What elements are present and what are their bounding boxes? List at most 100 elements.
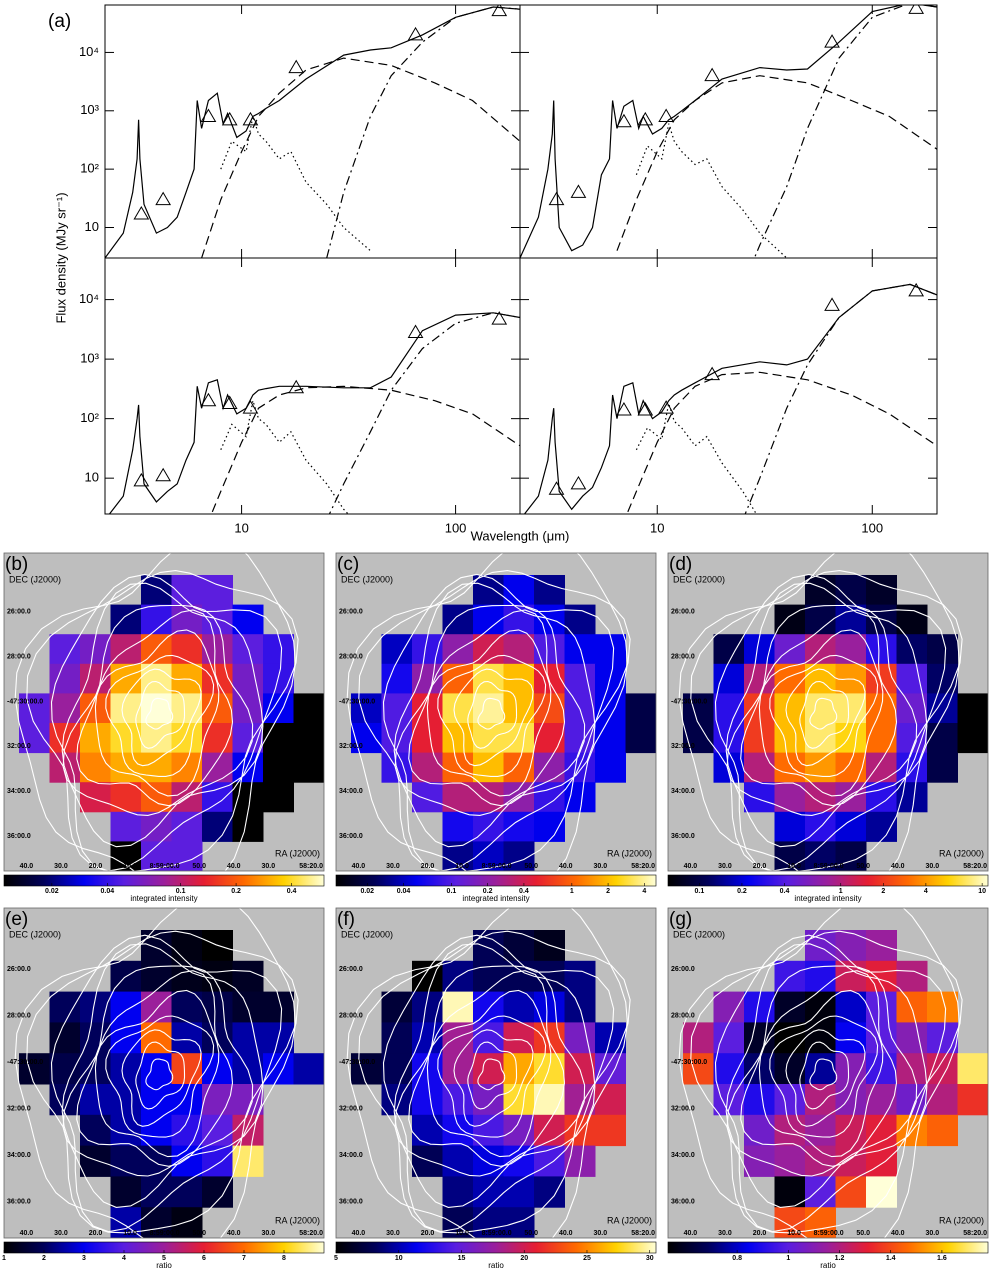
contour [809,697,838,730]
panel-label: (g) [669,909,692,930]
map-pixel [866,811,897,842]
map-pixel [534,1176,565,1208]
map-pixel [805,604,836,635]
sed-curve [635,403,758,514]
data-point [288,59,305,74]
map-pixel [293,723,324,754]
y-tick-label: 26:00.0 [339,609,363,616]
x-tick-label: 100 [445,520,467,535]
x-tick-label: 40.0 [559,863,573,870]
map-pixel [927,693,958,724]
colorbar-label: ratio [820,1261,836,1270]
panel-label: (d) [669,554,692,575]
x-tick-label: 10.0 [123,1230,137,1237]
map-pixel [141,752,172,783]
x-tick-label: 40.0 [891,1230,905,1237]
map-pixel [442,991,474,1023]
x-tick-label: 30.0 [718,1230,732,1237]
contour [725,582,928,848]
colorbar [335,874,657,887]
y-tick-label: 10⁴ [79,291,99,306]
contour [690,570,963,871]
map-pixel [595,1084,626,1116]
x-tick-label: 50.0 [856,863,870,870]
colorbar-tick-label: 0.04 [397,888,411,895]
map-pixel [835,575,867,606]
x-tick-label: 58:20.0 [963,1230,987,1237]
contour [61,943,264,1208]
contour [94,989,220,1158]
colorbar-tick-label: 0.4 [780,888,790,895]
map-pixel [774,991,806,1023]
contour [105,1015,215,1138]
map-pixel [202,1176,233,1208]
y-axis-label: DEC (J2000) [341,574,393,584]
sed-curve [744,283,937,514]
map-pixel [595,693,626,724]
contour [740,609,898,807]
map-pixel [534,960,565,993]
data-point [133,206,150,220]
y-tick-label: 28:00.0 [671,1012,695,1019]
map-pixel [141,604,172,635]
map-pixel [805,782,836,813]
contour [453,668,534,767]
data-point [908,5,925,14]
map-pixel [473,1084,504,1116]
map-frame [3,552,325,872]
map-pixel [927,752,958,783]
map-pixel [80,723,111,754]
map-pixel [171,723,203,754]
data-point [200,392,217,407]
map-pixel [927,1084,958,1116]
map-pixel [263,693,294,724]
colorbar-tick-label: 5 [334,1255,338,1262]
map-pixel [957,693,988,724]
map-pixel [381,991,413,1023]
map-pixel [473,604,504,635]
sed-curve [523,283,937,514]
map-pixel [412,1145,443,1177]
map-pixel [263,663,294,694]
map-pixel [564,1022,596,1054]
map-pixel [263,634,294,665]
data-point [288,379,305,394]
sed-curve [328,312,520,514]
y-axis-label: DEC (J2000) [341,929,393,939]
colorbar-tick-label: 7 [242,1255,246,1262]
y-tick-label: 32:00.0 [671,1105,695,1112]
map-pixel [866,634,897,665]
contour [477,1058,506,1091]
map-pixel [202,723,233,754]
map-pixel [625,723,656,754]
x-tick-label: 58:20.0 [631,863,655,870]
map-pixel [171,1084,203,1116]
map-pixel [263,782,294,813]
y-tick-label: -47:30:00.0 [7,698,43,705]
sed-curve [616,75,937,251]
contour [76,970,234,1167]
y-tick-label: 26:00.0 [339,966,363,973]
x-tick-label: 30.0 [718,863,732,870]
map-pixel [744,782,775,813]
data-point [704,67,721,82]
y-tick-label: 36:00.0 [671,833,695,840]
map-pixel [202,1084,233,1116]
y-tick-label: -47:30:00.0 [671,698,707,705]
plot-area [520,5,937,258]
map-pixel [927,1053,958,1085]
map-pixel [141,1176,172,1208]
data-point [548,191,565,206]
map-pixel [263,723,294,754]
x-axis-label: RA (J2000) [939,1215,984,1225]
x-tick-label: 40.0 [352,1230,366,1237]
y-tick-label: 28:00.0 [339,654,363,661]
sed-curve [201,57,520,258]
x-axis-label: RA (J2000) [939,848,984,858]
map-pixel [202,1145,233,1177]
contour [394,604,586,816]
map-pixel [503,575,535,606]
map-pixel [534,752,565,783]
contour [799,680,850,749]
map-pixel [171,811,203,842]
